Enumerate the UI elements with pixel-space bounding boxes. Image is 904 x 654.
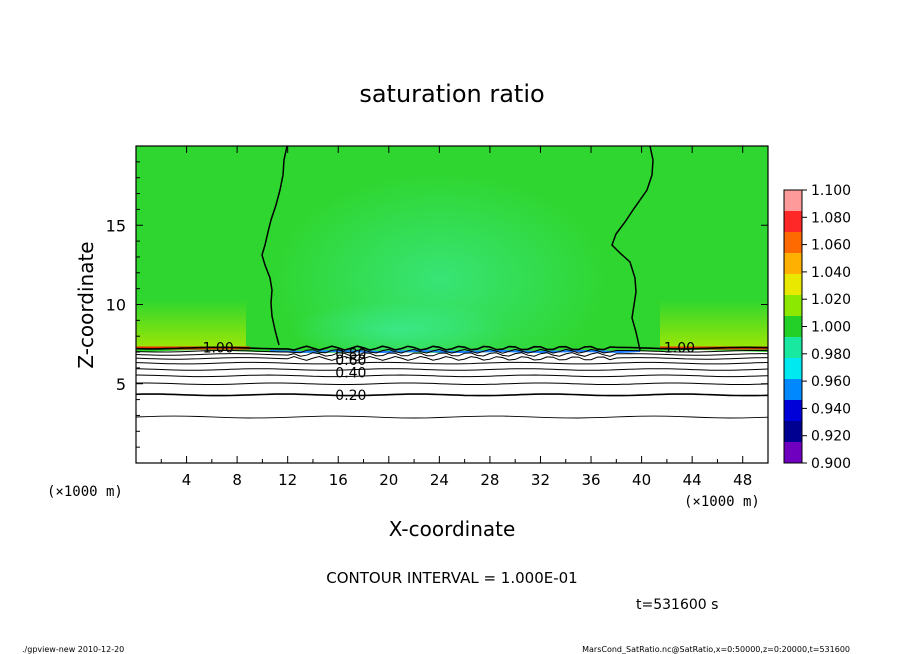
field-warm-edge-right [660,300,768,348]
contour-label: 1.00 [664,340,695,356]
x-unit-label-right: (×1000 m) [684,494,760,510]
x-tick-label: 8 [232,471,242,489]
plot-area: 1.00 1.00 0.800.600.40 0.20 [136,146,768,463]
x-tick-label: 44 [683,471,702,489]
colorbar-label: 1.100 [811,183,851,199]
contour-1.00-left [261,146,288,346]
time-text: t=531600 s [636,597,718,613]
colorbar-swatch [784,232,802,254]
colorbar-label: 0.920 [811,429,851,445]
contour-line-0.20 [136,393,768,397]
colorbar-label: 0.900 [811,456,851,472]
contour-line-1.00 [136,345,768,351]
x-axis-ticks: 4 8 12 16 20 24 28 32 36 40 44 48 [160,146,752,489]
contour-line-0.50 [136,368,768,371]
colorbar-swatch [784,274,802,296]
colorbar-swatch [784,211,802,233]
y-axis-title: Z-coordinate [74,241,98,368]
y-tick-label: 10 [106,296,126,315]
field-lighter-region [290,300,510,360]
colorbar-swatch [784,316,802,338]
x-tick-label: 4 [182,471,192,489]
colorbar-swatch [784,379,802,401]
colorbar-label: 0.940 [811,401,851,417]
contour-line-0.90 [136,348,768,354]
x-tick-label: 24 [430,471,449,489]
contour-line-0.80 [136,352,768,357]
colorbar-label: 0.980 [811,347,851,363]
x-tick-label: 48 [733,471,752,489]
x-tick-label: 36 [581,471,600,489]
contour-interval-text: CONTOUR INTERVAL = 1.000E-01 [326,569,577,587]
footer-left: ./gpview-new 2010-12-20 [22,645,124,654]
contour-label: 1.00 [203,340,234,356]
contour-label: 0.80 [335,347,366,363]
colorbar-swatch [784,358,802,380]
boundary-blue-band [269,349,641,354]
colorbar-label: 1.000 [811,320,851,336]
y-tick-label: 5 [116,375,126,394]
colorbar-swatch [784,253,802,275]
colorbar-swatch [784,295,802,317]
contour-lines [136,345,768,419]
contour-label: 0.40 [335,366,366,382]
x-tick-label: 32 [531,471,550,489]
x-tick-label: 40 [632,471,651,489]
x-tick-label: 12 [278,471,297,489]
colorbar-swatch [784,190,802,212]
colorbar-swatch [784,337,802,359]
y-tick-label: 15 [106,216,126,235]
x-unit-label-left: (×1000 m) [47,484,123,500]
contour-label: 0.60 [335,353,366,369]
x-tick-label: 16 [329,471,348,489]
contour-line-0.60 [136,361,768,365]
colorbar-swatch [784,442,802,464]
field-lower-region [136,350,768,463]
chart-title: saturation ratio [359,80,544,108]
colorbar-label: 0.960 [811,374,851,390]
field-warm-edge-left [136,300,246,348]
colorbar-swatch [784,421,802,443]
colorbar-label: 1.060 [811,238,851,254]
contour-line-0.30 [136,382,768,385]
contour-line-0.40 [136,374,768,378]
y-axis-ticks: 5 10 15 [106,161,768,448]
colorbar-swatch [784,400,802,422]
footer-right: MarsCond_SatRatio.nc@SatRatio,x=0:50000,… [582,645,850,654]
colorbar: 1.100 1.080 1.060 1.040 1.020 1.000 0.980 0.960… [783,183,851,472]
colorbar-label: 1.080 [811,210,851,226]
contour-1.00-right [611,146,654,351]
colorbar-label: 1.020 [811,292,851,308]
colorbar-label: 1.040 [811,265,851,281]
contour-line-0.70 [136,355,768,361]
x-axis-title: X-coordinate [389,517,516,541]
x-tick-label: 20 [379,471,398,489]
contour-labels: 1.00 1.00 0.800.600.40 0.20 [203,340,696,404]
x-tick-label: 28 [480,471,499,489]
contour-label: 0.20 [335,388,366,404]
contour-line-0.10 [136,415,768,419]
